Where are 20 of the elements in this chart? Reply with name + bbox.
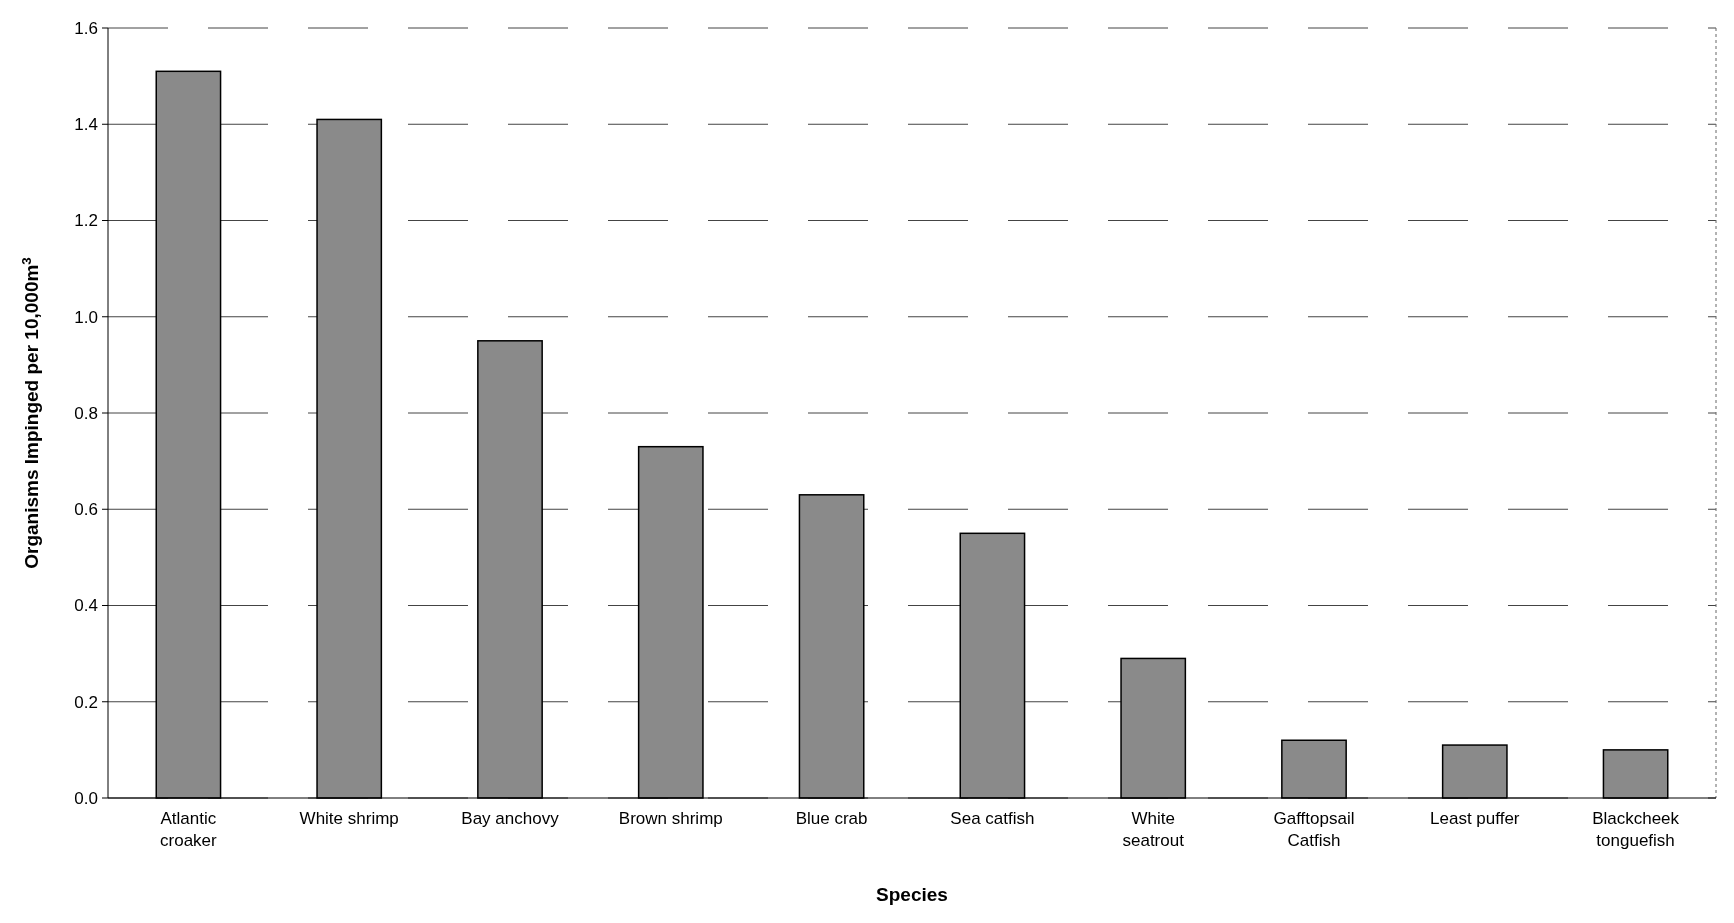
y-tick-label: 1.0 [74, 307, 98, 327]
y-tick-label: 1.2 [74, 211, 98, 231]
x-tick-label: White shrimp [299, 809, 399, 828]
x-tick-label: Gafftopsail Catfish [1273, 809, 1355, 850]
y-tick-label: 1.4 [74, 115, 98, 135]
x-tick-label: Sea catfish [950, 809, 1035, 828]
x-tick-label: Brown shrimp [618, 809, 723, 828]
y-tick-label: 0.8 [74, 403, 98, 423]
x-axis-title: Species [876, 884, 948, 905]
y-tick-label: 0.2 [74, 692, 98, 712]
x-tick-label: Blackcheek tonguefish [1592, 809, 1680, 850]
y-tick-label: 1.6 [74, 18, 98, 38]
y-tick-label: 0.0 [74, 788, 98, 808]
x-tick-label: White seatrout [1122, 809, 1185, 850]
x-tick-label: Bay anchovy [461, 809, 560, 828]
x-tick-label: Least puffer [1430, 809, 1520, 828]
x-tick-label: Blue crab [795, 809, 868, 828]
y-tick-label: 0.6 [74, 500, 98, 520]
y-tick-label: 0.4 [74, 596, 98, 616]
x-tick-label: Atlantic croaker [160, 809, 218, 850]
